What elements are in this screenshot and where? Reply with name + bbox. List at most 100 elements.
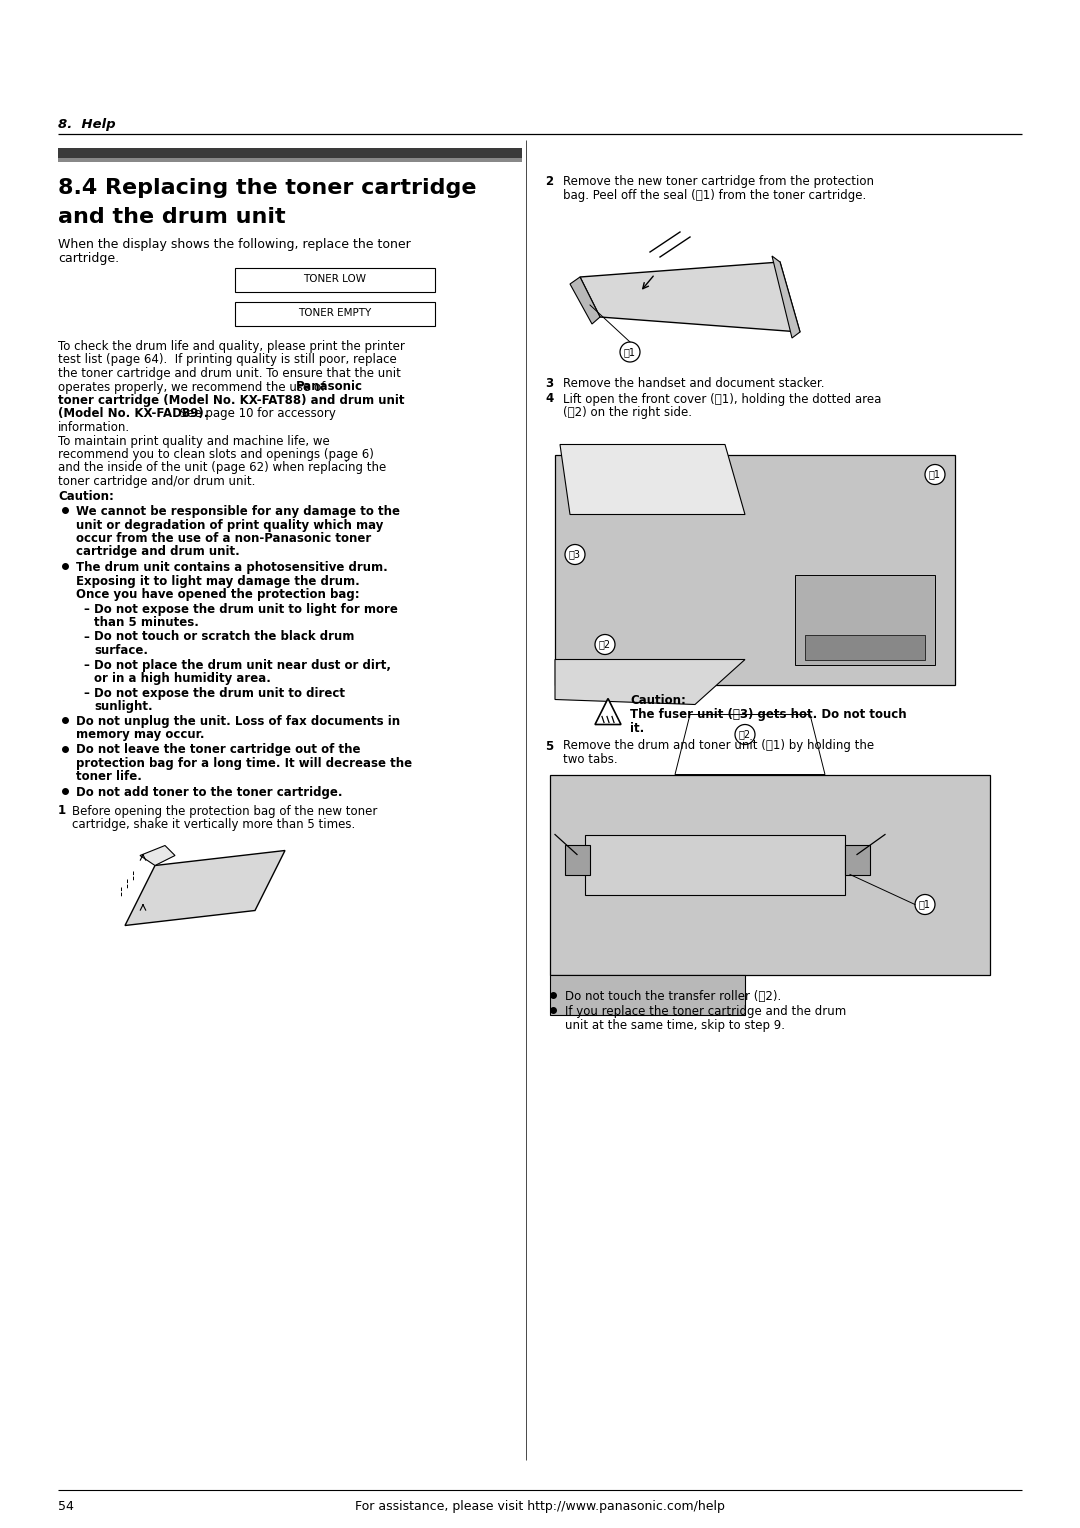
- Text: If you replace the toner cartridge and the drum: If you replace the toner cartridge and t…: [565, 1005, 847, 1018]
- Text: ⑸1: ⑸1: [919, 900, 931, 909]
- Text: Before opening the protection bag of the new toner: Before opening the protection bag of the…: [72, 805, 377, 817]
- Circle shape: [620, 342, 640, 362]
- Text: 54: 54: [58, 1500, 73, 1513]
- Bar: [805, 634, 924, 660]
- Text: –: –: [83, 631, 89, 643]
- Text: Do not expose the drum unit to light for more: Do not expose the drum unit to light for…: [94, 602, 397, 616]
- Text: Do not touch or scratch the black drum: Do not touch or scratch the black drum: [94, 631, 354, 643]
- Polygon shape: [675, 715, 825, 775]
- Text: Once you have opened the protection bag:: Once you have opened the protection bag:: [76, 588, 360, 601]
- Text: To check the drum life and quality, please print the printer: To check the drum life and quality, plea…: [58, 341, 405, 353]
- Text: ⑸1: ⑸1: [929, 469, 941, 480]
- Text: Do not touch the transfer roller (⑸2).: Do not touch the transfer roller (⑸2).: [565, 990, 781, 1002]
- Text: (Model No. KX-FAD89).: (Model No. KX-FAD89).: [58, 408, 208, 420]
- Text: operates properly, we recommend the use of: operates properly, we recommend the use …: [58, 380, 329, 394]
- Bar: [795, 575, 935, 665]
- Text: Caution:: Caution:: [630, 695, 686, 707]
- Text: Do not unplug the unit. Loss of fax documents in: Do not unplug the unit. Loss of fax docu…: [76, 715, 400, 727]
- Text: Do not place the drum unit near dust or dirt,: Do not place the drum unit near dust or …: [94, 659, 391, 671]
- Text: and the drum unit: and the drum unit: [58, 206, 285, 228]
- Text: Do not add toner to the toner cartridge.: Do not add toner to the toner cartridge.: [76, 785, 342, 799]
- Text: Lift open the front cover (⑸1), holding the dotted area: Lift open the front cover (⑸1), holding …: [563, 393, 881, 405]
- Bar: [58, 148, 522, 157]
- Polygon shape: [561, 445, 745, 515]
- Text: Caution:: Caution:: [58, 490, 113, 504]
- Text: protection bag for a long time. It will decrease the: protection bag for a long time. It will …: [76, 756, 413, 770]
- Text: toner cartridge and/or drum unit.: toner cartridge and/or drum unit.: [58, 475, 255, 487]
- Bar: [845, 845, 870, 874]
- Text: Panasonic: Panasonic: [296, 380, 363, 394]
- Text: We cannot be responsible for any damage to the: We cannot be responsible for any damage …: [76, 504, 400, 518]
- Text: 2: 2: [545, 176, 553, 188]
- Text: The fuser unit (⑸3) gets hot. Do not touch: The fuser unit (⑸3) gets hot. Do not tou…: [630, 707, 906, 721]
- Text: ⑸2: ⑸2: [599, 640, 611, 649]
- Text: information.: information.: [58, 422, 130, 434]
- Text: unit or degradation of print quality which may: unit or degradation of print quality whi…: [76, 518, 383, 532]
- Text: Do not expose the drum unit to direct: Do not expose the drum unit to direct: [94, 686, 345, 700]
- Text: Remove the new toner cartridge from the protection: Remove the new toner cartridge from the …: [563, 176, 874, 188]
- Circle shape: [565, 544, 585, 564]
- Polygon shape: [772, 257, 800, 338]
- Polygon shape: [595, 698, 621, 724]
- Text: TONER EMPTY: TONER EMPTY: [298, 309, 372, 318]
- Circle shape: [735, 724, 755, 744]
- Text: unit at the same time, skip to step 9.: unit at the same time, skip to step 9.: [565, 1019, 785, 1031]
- Text: TONER LOW: TONER LOW: [303, 274, 366, 284]
- Bar: [550, 775, 990, 975]
- Text: Remove the handset and document stacker.: Remove the handset and document stacker.: [563, 377, 824, 390]
- Bar: [565, 845, 590, 874]
- Polygon shape: [570, 277, 600, 324]
- Text: bag. Peel off the seal (⑸1) from the toner cartridge.: bag. Peel off the seal (⑸1) from the ton…: [563, 188, 866, 202]
- Text: or in a high humidity area.: or in a high humidity area.: [94, 672, 271, 685]
- Text: test list (page 64).  If printing quality is still poor, replace: test list (page 64). If printing quality…: [58, 353, 396, 367]
- Bar: [585, 834, 845, 894]
- Circle shape: [595, 634, 615, 654]
- Text: than 5 minutes.: than 5 minutes.: [94, 616, 199, 630]
- Text: cartridge.: cartridge.: [58, 252, 119, 264]
- Text: cartridge and drum unit.: cartridge and drum unit.: [76, 545, 240, 559]
- Text: memory may occur.: memory may occur.: [76, 727, 204, 741]
- Text: See page 10 for accessory: See page 10 for accessory: [176, 408, 336, 420]
- Text: ⑸1: ⑸1: [624, 347, 636, 358]
- Polygon shape: [550, 975, 745, 1015]
- Text: surface.: surface.: [94, 643, 148, 657]
- Text: the toner cartridge and drum unit. To ensure that the unit: the toner cartridge and drum unit. To en…: [58, 367, 401, 380]
- Text: Remove the drum and toner unit (⑸1) by holding the: Remove the drum and toner unit (⑸1) by h…: [563, 740, 874, 752]
- Text: 8.4 Replacing the toner cartridge: 8.4 Replacing the toner cartridge: [58, 177, 476, 199]
- Text: recommend you to clean slots and openings (page 6): recommend you to clean slots and opening…: [58, 448, 374, 461]
- Text: For assistance, please visit http://www.panasonic.com/help: For assistance, please visit http://www.…: [355, 1500, 725, 1513]
- Text: 3: 3: [545, 377, 553, 390]
- Text: Exposing it to light may damage the drum.: Exposing it to light may damage the drum…: [76, 575, 360, 587]
- Text: cartridge, shake it vertically more than 5 times.: cartridge, shake it vertically more than…: [72, 817, 355, 831]
- Bar: [555, 454, 955, 685]
- Text: occur from the use of a non-Panasonic toner: occur from the use of a non-Panasonic to…: [76, 532, 372, 545]
- Text: it.: it.: [630, 721, 645, 735]
- Text: –: –: [83, 659, 89, 671]
- Text: –: –: [83, 686, 89, 700]
- Bar: [58, 157, 522, 162]
- Polygon shape: [555, 660, 745, 704]
- Bar: [235, 303, 435, 325]
- Text: (⑸2) on the right side.: (⑸2) on the right side.: [563, 406, 692, 419]
- Text: toner life.: toner life.: [76, 770, 141, 784]
- Text: ⑸2: ⑸2: [739, 729, 751, 740]
- Polygon shape: [125, 851, 285, 926]
- Text: ⑸3: ⑸3: [569, 550, 581, 559]
- Text: 4: 4: [545, 393, 553, 405]
- Text: and the inside of the unit (page 62) when replacing the: and the inside of the unit (page 62) whe…: [58, 461, 387, 475]
- Circle shape: [915, 894, 935, 914]
- Text: The drum unit contains a photosensitive drum.: The drum unit contains a photosensitive …: [76, 561, 388, 575]
- Text: two tabs.: two tabs.: [563, 753, 618, 766]
- Text: –: –: [83, 602, 89, 616]
- Text: 1: 1: [58, 805, 66, 817]
- Text: Do not leave the toner cartridge out of the: Do not leave the toner cartridge out of …: [76, 744, 361, 756]
- Text: 5: 5: [545, 740, 553, 752]
- Text: 8.  Help: 8. Help: [58, 118, 116, 131]
- Polygon shape: [140, 845, 175, 865]
- Bar: [235, 267, 435, 292]
- Polygon shape: [580, 261, 800, 332]
- Text: To maintain print quality and machine life, we: To maintain print quality and machine li…: [58, 434, 329, 448]
- Text: toner cartridge (Model No. KX-FAT88) and drum unit: toner cartridge (Model No. KX-FAT88) and…: [58, 394, 405, 406]
- Circle shape: [924, 465, 945, 484]
- Text: When the display shows the following, replace the toner: When the display shows the following, re…: [58, 238, 410, 251]
